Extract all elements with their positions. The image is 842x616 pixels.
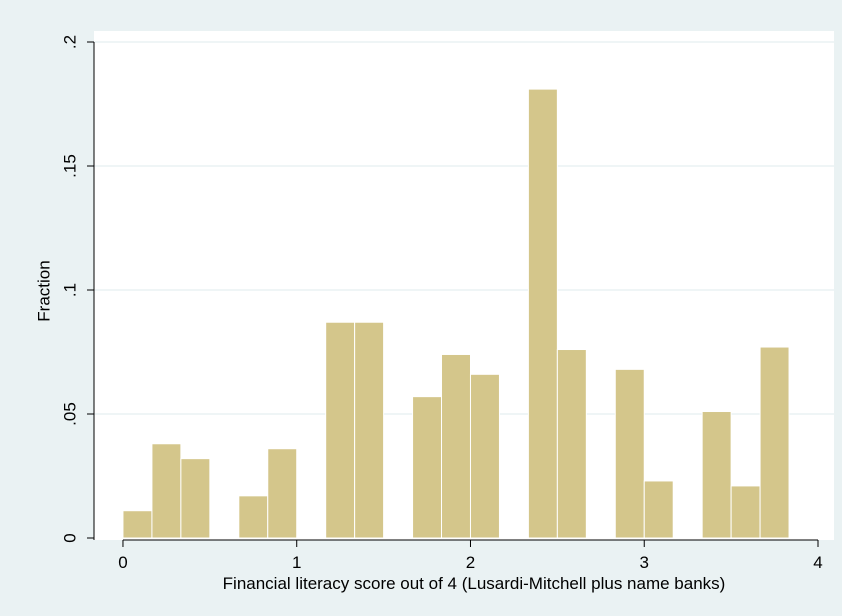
x-axis-title: Financial literacy score out of 4 (Lusar…	[223, 574, 726, 593]
histogram-bar	[527, 88, 558, 539]
histogram-bar	[643, 480, 674, 539]
histogram-bar	[151, 443, 182, 539]
y-axis-ticks: 0 .05 .1 .15 .2	[61, 35, 94, 543]
histogram-bar	[730, 485, 761, 539]
histogram-bar	[701, 411, 732, 539]
x-tick-label: 4	[813, 553, 822, 572]
histogram-bar	[759, 346, 790, 539]
x-tick-label: 2	[466, 553, 475, 572]
y-tick-label: .1	[61, 283, 80, 297]
y-tick-label: 0	[61, 533, 80, 542]
x-tick-label: 1	[292, 553, 301, 572]
bars	[122, 88, 790, 539]
histogram-bar	[412, 396, 443, 539]
histogram-bar	[556, 349, 587, 539]
histogram-bar	[122, 510, 153, 539]
histogram-bar	[180, 458, 211, 539]
y-axis-title: Fraction	[35, 260, 54, 321]
histogram-bar	[354, 321, 385, 539]
histogram-bar	[325, 321, 356, 539]
x-tick-label: 3	[640, 553, 649, 572]
x-tick-label: 0	[118, 553, 127, 572]
y-tick-label: .05	[61, 402, 80, 426]
histogram-bar	[441, 353, 471, 539]
histogram-bar	[469, 373, 500, 539]
histogram-bar	[267, 448, 298, 539]
x-axis-ticks: 0 1 2 3 4	[118, 540, 823, 572]
histogram-bar	[614, 368, 645, 539]
histogram-bar	[238, 495, 269, 539]
y-tick-label: .15	[61, 154, 80, 178]
y-tick-label: .2	[61, 35, 80, 49]
